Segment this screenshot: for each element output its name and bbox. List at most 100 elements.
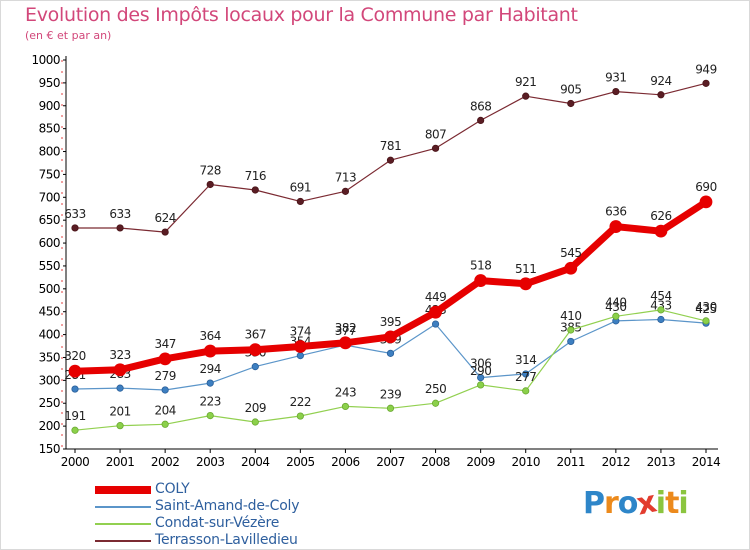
data-point — [522, 387, 530, 395]
data-point — [612, 87, 620, 96]
data-point — [341, 187, 350, 195]
data-point — [519, 277, 533, 291]
data-label: 807 — [425, 127, 446, 141]
data-label: 382 — [335, 321, 356, 335]
data-label: 243 — [335, 385, 356, 399]
data-point — [71, 385, 79, 393]
y-tick-label: 250 — [39, 396, 60, 410]
data-point — [386, 156, 395, 164]
x-tick-label: 2014 — [692, 455, 721, 469]
data-point — [116, 224, 124, 232]
legend-label-terrasson-lavilledieu: Terrasson-Lavilledieu — [155, 532, 298, 548]
data-label: 545 — [560, 246, 581, 260]
data-label: 430 — [605, 300, 626, 314]
data-label: 931 — [605, 71, 626, 85]
x-tick-label: 2010 — [511, 455, 540, 469]
data-label: 868 — [470, 99, 491, 113]
y-tick-label: 450 — [39, 305, 60, 319]
data-point — [251, 186, 259, 194]
x-tick-label: 2013 — [647, 455, 676, 469]
data-point — [657, 315, 665, 324]
logo-letter: i — [655, 486, 666, 521]
data-label: 323 — [109, 348, 130, 362]
data-label: 347 — [154, 337, 175, 351]
data-point — [158, 352, 172, 366]
data-point — [116, 422, 124, 430]
data-point — [612, 312, 620, 320]
data-point — [341, 402, 350, 411]
x-tick-label: 2009 — [466, 455, 495, 469]
x-tick-label: 2012 — [602, 455, 631, 469]
data-point — [431, 144, 440, 152]
data-point — [702, 79, 710, 87]
data-point — [522, 370, 530, 378]
legend-swatch-saint-amand-de-coly — [95, 506, 151, 508]
chart-title: Evolution des Impôts locaux pour la Comm… — [25, 4, 578, 26]
legend-label-coly: COLY — [155, 481, 190, 497]
y-tick-label: 350 — [39, 350, 60, 364]
y-tick-label: 550 — [39, 259, 60, 273]
data-label: 511 — [515, 262, 536, 276]
data-point — [293, 340, 307, 353]
y-tick-label: 750 — [39, 167, 60, 181]
data-point — [431, 399, 440, 407]
data-point — [702, 317, 710, 325]
data-point — [654, 224, 668, 238]
legend-label-condat-sur-vezere: Condat-sur-Vézère — [155, 515, 280, 531]
data-point — [477, 374, 485, 382]
data-label: 364 — [200, 329, 221, 343]
logo-letter: i — [678, 486, 688, 521]
legend-swatch-condat-sur-vezere — [95, 523, 151, 525]
data-label: 633 — [109, 207, 130, 221]
data-label: 204 — [154, 403, 175, 417]
x-tick-label: 2003 — [196, 455, 225, 469]
data-label: 209 — [245, 401, 266, 415]
data-label: 410 — [560, 309, 581, 323]
data-point — [477, 116, 485, 125]
y-tick-label: 300 — [39, 373, 60, 387]
series-terrasson-lavilledieu: 633 633 624 728 716 691 713 781 807 868 921 905 931 9… — [64, 62, 717, 236]
data-point — [206, 411, 214, 420]
data-label: 626 — [650, 209, 671, 223]
data-point — [251, 418, 259, 426]
data-label: 425 — [695, 302, 716, 316]
data-label: 279 — [154, 369, 175, 383]
data-point — [116, 384, 124, 392]
data-label: 239 — [380, 387, 401, 401]
y-tick-label: 500 — [39, 282, 60, 296]
data-point — [567, 326, 575, 334]
data-point — [386, 349, 395, 357]
y-tick-label: 600 — [39, 236, 60, 250]
x-tick-label: 2006 — [331, 455, 360, 469]
data-label: 201 — [109, 405, 130, 419]
data-point — [71, 224, 79, 232]
data-point — [477, 381, 485, 389]
data-label: 290 — [470, 364, 491, 378]
legend-label-saint-amand-de-coly: Saint-Amand-de-Coly — [155, 498, 300, 514]
data-label: 433 — [650, 298, 671, 312]
x-tick-label: 2011 — [557, 455, 586, 469]
data-point — [206, 379, 214, 387]
data-label: 367 — [245, 328, 266, 342]
data-label: 191 — [64, 409, 85, 423]
data-point — [657, 306, 665, 314]
y-tick-label: 800 — [39, 145, 60, 159]
data-point — [609, 220, 623, 233]
data-label: 691 — [290, 180, 311, 194]
data-point — [161, 386, 169, 394]
y-tick-label: 150 — [39, 442, 60, 456]
legend-item-condat-sur-vezere: Condat-sur-Vézère — [95, 515, 415, 532]
data-point — [296, 412, 304, 420]
legend-swatch-coly — [95, 486, 151, 494]
legend-swatch-terrasson-lavilledieu — [95, 540, 151, 542]
data-point — [567, 337, 575, 346]
data-label: 277 — [515, 370, 536, 384]
series-coly: 320 323 347 364 367 374 382 395 449 518 511 545 636 6… — [64, 180, 717, 378]
logo-letter: t — [665, 486, 679, 521]
x-tick-label: 2004 — [241, 455, 270, 469]
data-label: 222 — [290, 395, 311, 409]
data-label: 223 — [200, 395, 221, 409]
data-label: 949 — [695, 62, 716, 76]
data-point — [251, 363, 259, 371]
